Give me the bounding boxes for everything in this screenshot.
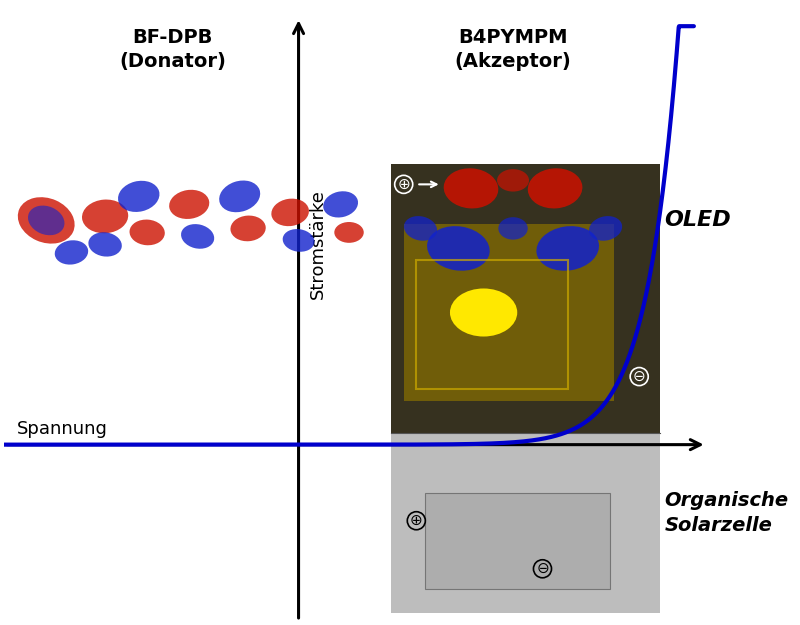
Bar — [391, 164, 660, 432]
Ellipse shape — [271, 199, 309, 226]
Text: Spannung: Spannung — [17, 420, 108, 438]
Ellipse shape — [497, 169, 529, 192]
Ellipse shape — [181, 224, 214, 249]
Text: B4PYMPM
(Akzeptor): B4PYMPM (Akzeptor) — [454, 28, 571, 71]
Ellipse shape — [82, 199, 128, 233]
Ellipse shape — [450, 289, 518, 336]
Text: Stromstärke: Stromstärke — [309, 189, 326, 299]
Ellipse shape — [282, 229, 314, 252]
Ellipse shape — [589, 216, 622, 241]
Bar — [425, 492, 610, 589]
Ellipse shape — [28, 206, 65, 235]
Ellipse shape — [444, 168, 498, 209]
Bar — [404, 224, 614, 401]
Ellipse shape — [536, 226, 599, 271]
Bar — [391, 432, 660, 613]
Ellipse shape — [427, 226, 490, 271]
Ellipse shape — [54, 240, 88, 264]
Text: ⊕: ⊕ — [398, 177, 410, 192]
Ellipse shape — [18, 198, 74, 244]
Ellipse shape — [130, 219, 165, 245]
Ellipse shape — [528, 168, 582, 209]
Ellipse shape — [334, 222, 364, 243]
Ellipse shape — [498, 217, 528, 239]
Ellipse shape — [169, 190, 210, 219]
Text: ⊕: ⊕ — [410, 513, 422, 528]
Ellipse shape — [118, 181, 159, 212]
Ellipse shape — [219, 181, 260, 213]
Ellipse shape — [323, 191, 358, 218]
Bar — [416, 261, 568, 389]
Text: OLED: OLED — [665, 211, 731, 231]
Ellipse shape — [404, 216, 437, 241]
Text: Organische
Solarzelle: Organische Solarzelle — [665, 491, 789, 535]
Text: ⊖: ⊖ — [633, 369, 646, 384]
Ellipse shape — [88, 232, 122, 257]
Text: BF-DPB
(Donator): BF-DPB (Donator) — [119, 28, 226, 71]
Ellipse shape — [230, 216, 266, 241]
Text: ⊖: ⊖ — [536, 561, 549, 576]
